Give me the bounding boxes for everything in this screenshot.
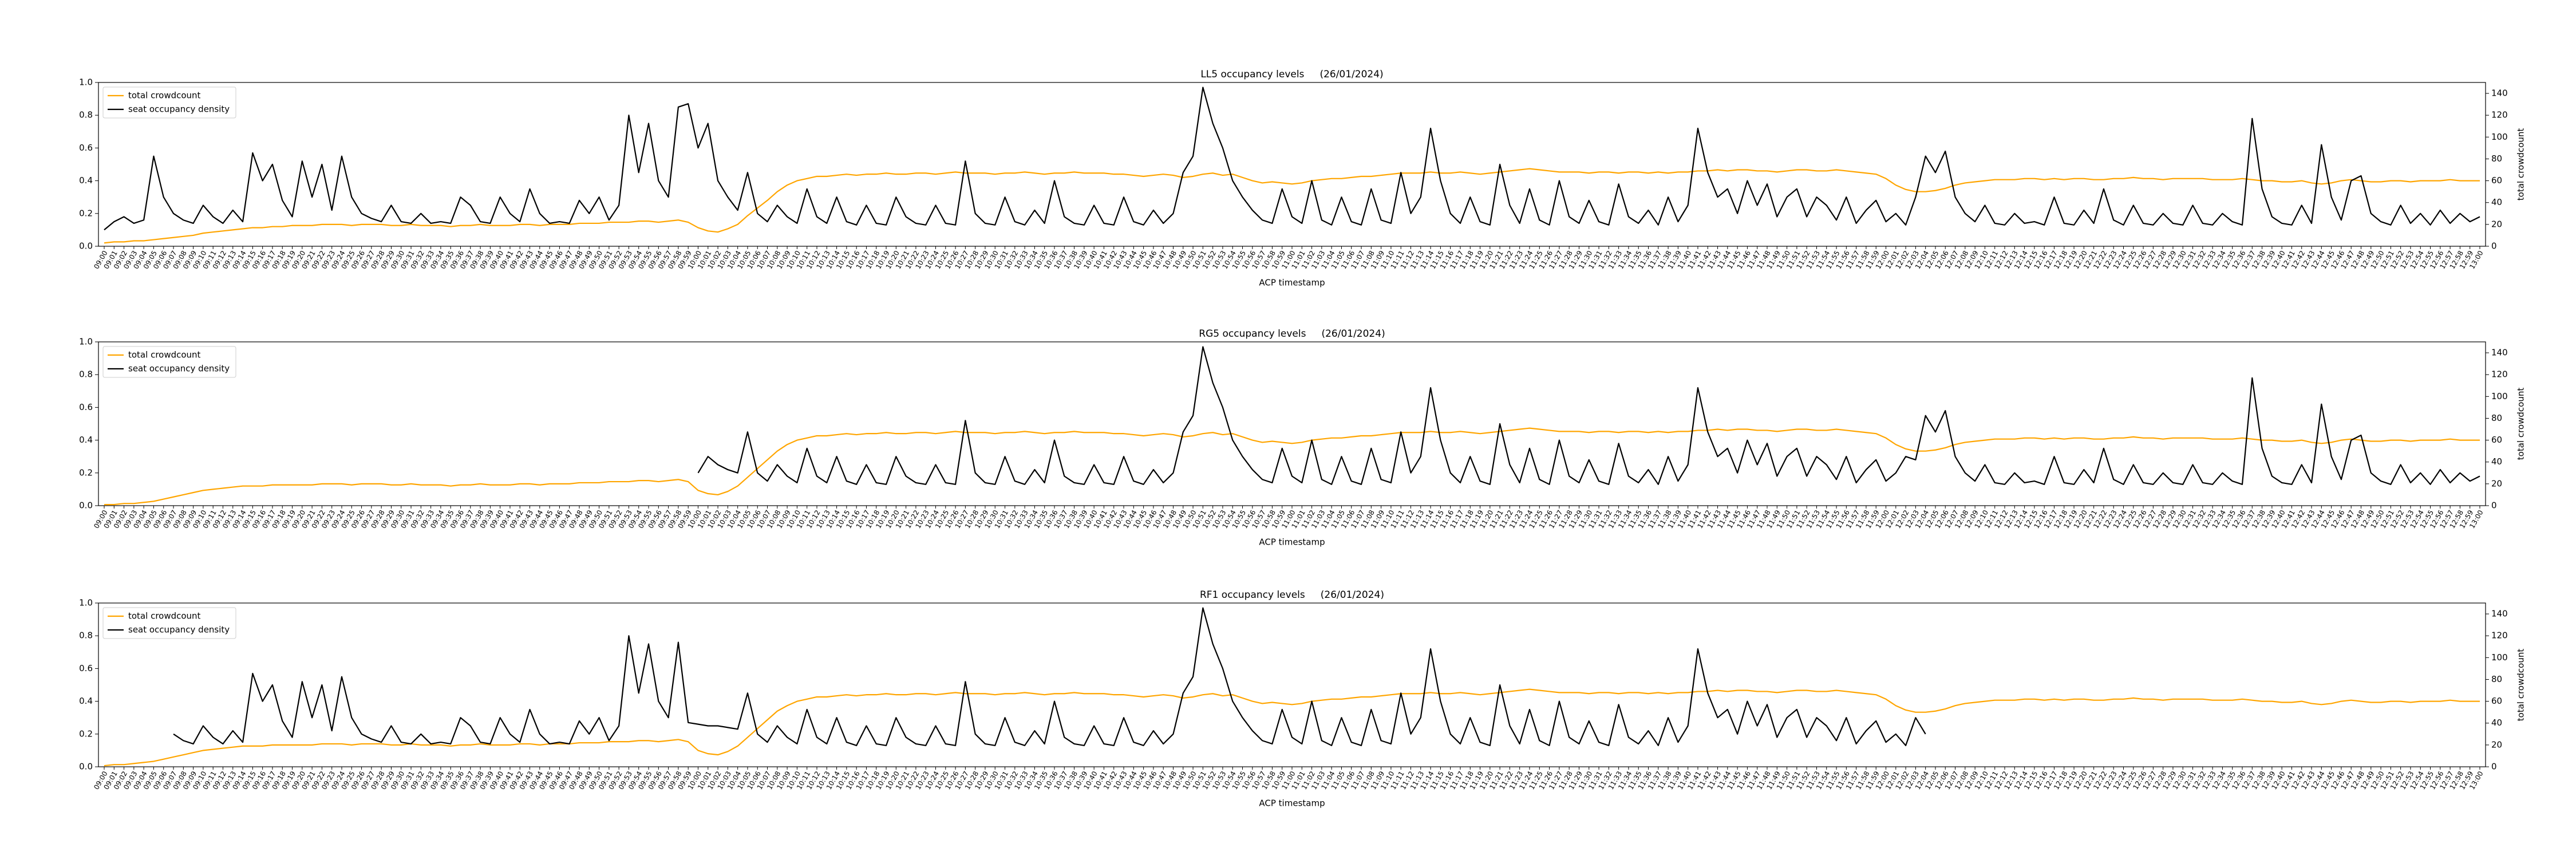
y2-axis-label: total crowdcount [2516,128,2526,201]
y2-tick-label: 100 [2491,132,2508,142]
chart-title: RG5 occupancy levels (26/01/2024) [1199,328,1385,340]
y-tick-label: 0.8 [79,110,93,120]
legend-label: seat occupancy density [128,104,230,115]
y2-tick-label: 80 [2491,153,2502,164]
y2-tick-label: 0 [2491,241,2497,251]
legend-label: seat occupancy density [128,625,230,635]
y2-tick-label: 120 [2491,631,2508,641]
x-axis-label: ACP timestamp [1259,537,1325,547]
series-line [173,607,1926,746]
y2-tick-label: 40 [2491,197,2502,207]
y2-tick-label: 80 [2491,674,2502,684]
x-axis-label: ACP timestamp [1259,278,1325,288]
y2-tick-label: 60 [2491,696,2502,706]
y2-tick-label: 0 [2491,501,2497,511]
y2-tick-label: 100 [2491,652,2508,663]
legend-label: seat occupancy density [128,364,230,374]
plot-frame [98,602,2486,767]
y2-tick-label: 20 [2491,478,2502,488]
y-tick-label: 0.8 [79,631,93,641]
y-tick-label: 0.6 [79,143,93,153]
y2-tick-label: 140 [2491,348,2508,358]
y-tick-label: 0.2 [79,467,93,478]
y2-tick-label: 100 [2491,391,2508,401]
y-tick-label: 1.0 [79,77,93,88]
y-tick-label: 0.4 [79,435,93,445]
y-tick-label: 0.8 [79,369,93,380]
y-tick-label: 1.0 [79,598,93,608]
series-line [104,427,2480,506]
chart-title: RF1 occupancy levels (26/01/2024) [1200,589,1384,601]
legend-label: total crowdcount [128,611,201,621]
y2-tick-label: 0 [2491,762,2497,772]
y-tick-label: 0.0 [79,501,93,511]
legend: total crowdcount seat occupancy density [102,86,236,119]
y-tick-label: 0.6 [79,402,93,412]
x-axis-label: ACP timestamp [1259,798,1325,809]
y2-tick-label: 140 [2491,88,2508,98]
legend-label: total crowdcount [128,350,201,360]
y2-axis-label: total crowdcount [2516,649,2526,722]
y2-axis-label: total crowdcount [2516,388,2526,460]
y2-tick-label: 20 [2491,219,2502,229]
legend-box [102,346,236,378]
y2-tick-label: 120 [2491,369,2508,380]
y-tick-label: 0.4 [79,175,93,186]
plot-frame [98,341,2486,506]
y2-tick-label: 140 [2491,609,2508,619]
plot-frame [98,82,2486,247]
series-line [697,346,2480,485]
y-tick-label: 0.2 [79,728,93,739]
y2-tick-label: 60 [2491,435,2502,445]
legend: total crowdcount seat occupancy density [102,346,236,378]
y-tick-label: 1.0 [79,337,93,347]
y-tick-label: 0.4 [79,696,93,706]
y-tick-label: 0.2 [79,208,93,218]
y2-tick-label: 120 [2491,110,2508,120]
y-tick-label: 0.0 [79,762,93,772]
series-line [104,168,2480,244]
legend-box [102,607,236,639]
y2-tick-label: 40 [2491,456,2502,467]
series-line [104,86,2480,231]
series-line [104,688,2480,767]
legend: total crowdcount seat occupancy density [102,607,236,639]
legend-label: total crowdcount [128,90,201,101]
y2-tick-label: 60 [2491,175,2502,186]
chart-title: LL5 occupancy levels (26/01/2024) [1200,69,1383,80]
y-tick-label: 0.6 [79,663,93,673]
y-tick-label: 0.0 [79,241,93,251]
y2-tick-label: 80 [2491,413,2502,423]
y2-tick-label: 40 [2491,718,2502,728]
y2-tick-label: 20 [2491,739,2502,750]
legend-box [102,86,236,119]
